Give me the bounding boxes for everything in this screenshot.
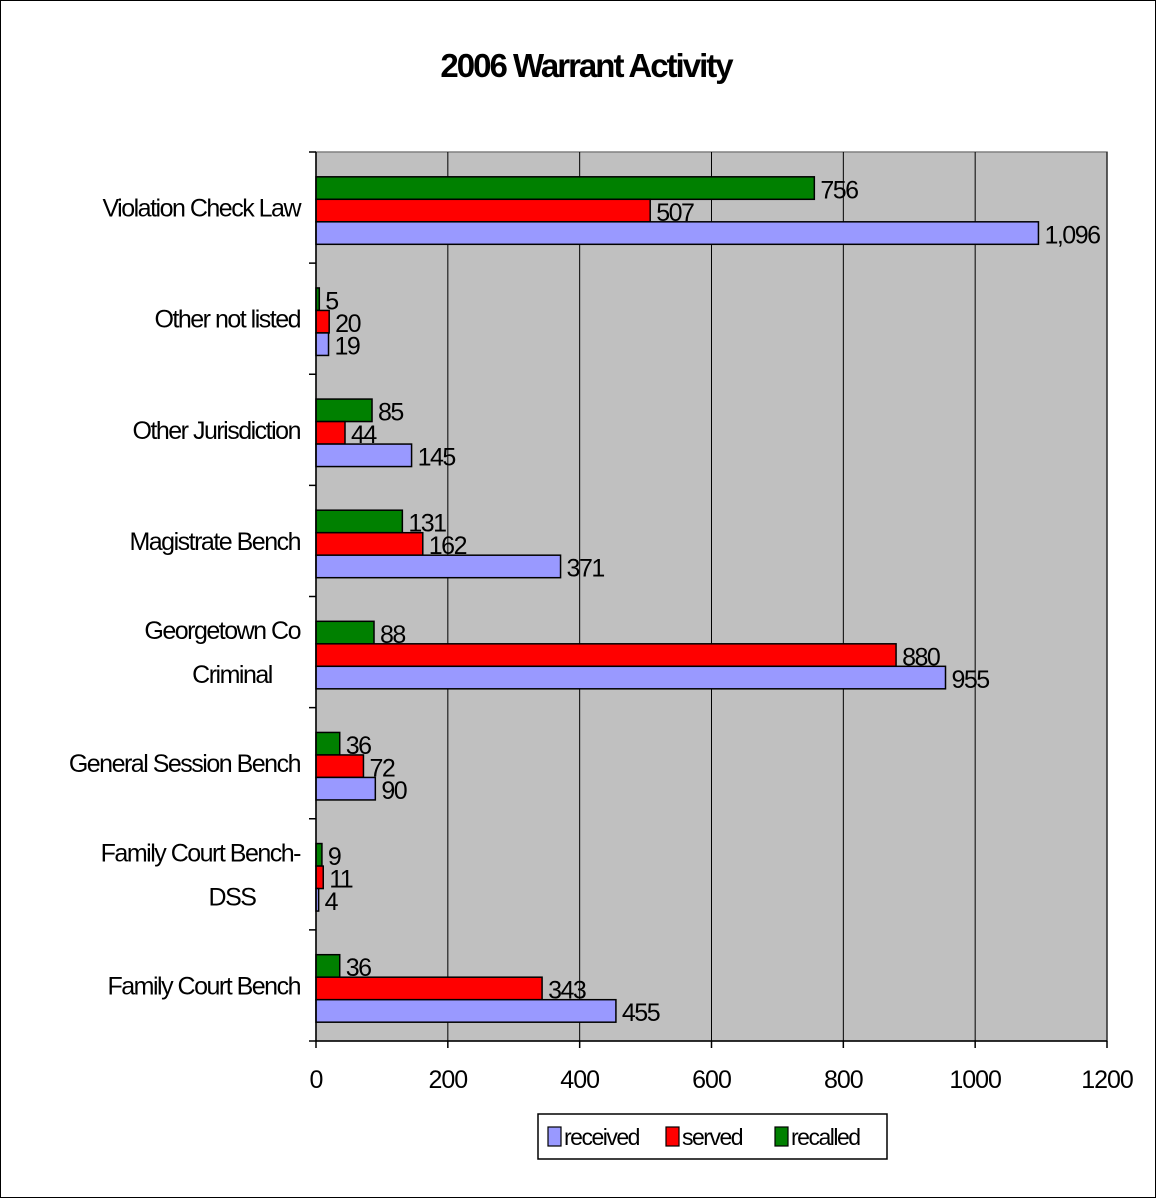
data-label-recalled: 85 — [378, 399, 403, 427]
category-label: Family Court Bench-DSS — [101, 839, 302, 911]
data-label-served: 44 — [351, 421, 377, 449]
x-tick-label: 1000 — [949, 1066, 1001, 1094]
x-tick-label: 800 — [824, 1066, 863, 1094]
bar-served — [315, 198, 651, 223]
data-label-recalled: 88 — [380, 621, 405, 649]
legend-swatch-served — [665, 1126, 680, 1147]
data-label-received: 955 — [952, 666, 990, 694]
data-label-recalled: 9 — [328, 843, 341, 871]
x-tick-label: 600 — [692, 1066, 731, 1094]
bar-recalled — [315, 620, 375, 645]
x-tick-label: 1200 — [1081, 1066, 1133, 1094]
data-label-served: 507 — [656, 199, 694, 227]
category-label: Other not listed — [154, 306, 300, 334]
data-label-received: 90 — [381, 777, 406, 805]
data-label-served: 72 — [369, 754, 394, 782]
bar-recalled — [315, 398, 373, 423]
data-label-received: 145 — [418, 444, 456, 472]
bar-recalled — [315, 509, 404, 534]
x-tick-label: 0 — [310, 1066, 323, 1094]
data-label-recalled: 131 — [408, 510, 446, 538]
data-label-received: 455 — [622, 999, 660, 1027]
legend-label-served: served — [682, 1124, 743, 1150]
data-label-served: 880 — [902, 643, 940, 671]
legend-swatch-recalled — [774, 1126, 789, 1147]
data-label-received: 371 — [567, 555, 605, 583]
bar-recalled — [315, 731, 341, 756]
category-label: Georgetown Co Criminal — [144, 617, 300, 689]
bar-received — [315, 776, 377, 801]
bar-recalled — [315, 953, 341, 978]
x-tick-label: 400 — [560, 1066, 599, 1094]
data-label-recalled: 36 — [346, 732, 371, 760]
bar-served — [315, 865, 325, 890]
legend-label-received: received — [564, 1124, 640, 1150]
data-label-served: 162 — [429, 532, 467, 560]
chart-title: 2006 Warrant Activity — [440, 47, 734, 84]
data-label-recalled: 756 — [820, 176, 858, 204]
data-label-received: 4 — [325, 888, 339, 916]
data-label-recalled: 5 — [325, 287, 338, 315]
legend: received served recalled — [537, 1113, 888, 1160]
category-label: Magistrate Bench — [129, 528, 300, 556]
category-label: Other Jurisdiction — [132, 417, 300, 445]
legend-swatch-received — [547, 1126, 562, 1147]
category-label: Violation Check Law — [102, 195, 302, 223]
bar-recalled — [315, 842, 323, 867]
bar-recalled — [315, 176, 816, 201]
bar-received — [315, 665, 947, 690]
bar-served — [315, 420, 346, 445]
data-label-served: 20 — [335, 310, 360, 338]
legend-box — [537, 1113, 888, 1160]
data-label-received: 1,096 — [1044, 221, 1100, 249]
bar-received — [315, 332, 330, 357]
data-label-served: 11 — [329, 866, 353, 894]
data-label-served: 343 — [548, 977, 586, 1005]
x-tick-label: 200 — [428, 1066, 467, 1094]
data-label-received: 19 — [335, 332, 360, 360]
bar-served — [315, 531, 424, 556]
category-label: Family Court Bench — [107, 972, 300, 1000]
legend-label-recalled: recalled — [791, 1124, 860, 1150]
category-label: General Session Bench — [69, 750, 301, 778]
data-label-recalled: 36 — [346, 954, 371, 982]
